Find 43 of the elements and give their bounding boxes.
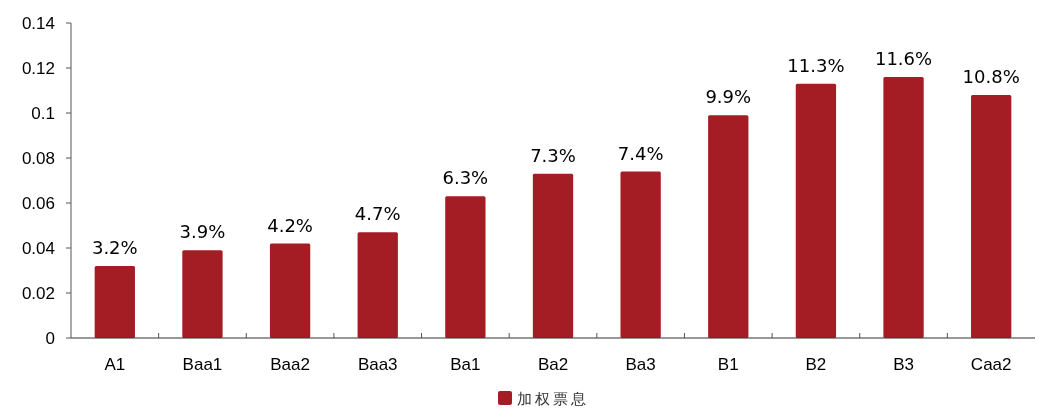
y-tick-label: 0.06 — [21, 194, 55, 213]
y-tick-label: 0.1 — [31, 104, 55, 123]
bar — [269, 243, 311, 338]
x-tick-label: Baa2 — [270, 355, 310, 374]
data-label: 4.2% — [267, 214, 313, 236]
y-tick-label: 0.04 — [21, 239, 55, 258]
y-tick-label: 0.08 — [21, 149, 55, 168]
data-label: 7.3% — [530, 144, 576, 166]
x-tick-label: A1 — [104, 355, 126, 374]
data-label: 3.2% — [91, 237, 138, 258]
bar — [94, 266, 135, 338]
bar — [971, 95, 1012, 338]
data-label: 11.3% — [787, 54, 845, 76]
x-tick-label: Ba2 — [537, 355, 569, 374]
x-tick-label: Baa1 — [182, 355, 223, 374]
x-tick-label: B2 — [805, 355, 827, 374]
data-label: 3.9% — [179, 221, 226, 243]
y-tick-label: 0.12 — [21, 59, 55, 78]
x-tick-label: B1 — [717, 355, 739, 374]
bar — [182, 250, 223, 338]
x-tick-label: Ba1 — [450, 355, 481, 374]
data-label: 10.8% — [962, 66, 1020, 87]
x-tick-label: B3 — [893, 355, 914, 374]
legend: 加权票息 — [498, 390, 589, 408]
bar — [620, 171, 661, 338]
bar — [795, 83, 837, 338]
legend-label: 加权票息 — [517, 390, 589, 408]
data-label: 11.6% — [874, 48, 933, 69]
data-label: 9.9% — [705, 86, 752, 108]
bar — [883, 77, 924, 338]
bar — [445, 196, 486, 338]
x-tick-label: Baa3 — [357, 355, 398, 374]
bar — [532, 173, 574, 338]
bar — [357, 232, 398, 338]
data-label: 6.3% — [442, 167, 489, 189]
y-tick-label: 0.14 — [21, 14, 55, 33]
y-tick-label: 0.02 — [21, 284, 55, 303]
data-label: 4.7% — [354, 203, 401, 225]
bar — [708, 115, 749, 338]
data-label: 7.4% — [617, 142, 664, 164]
y-tick-label: 0 — [45, 329, 55, 348]
x-tick-label: Ba3 — [625, 355, 656, 374]
x-tick-label: Caa2 — [970, 355, 1012, 374]
